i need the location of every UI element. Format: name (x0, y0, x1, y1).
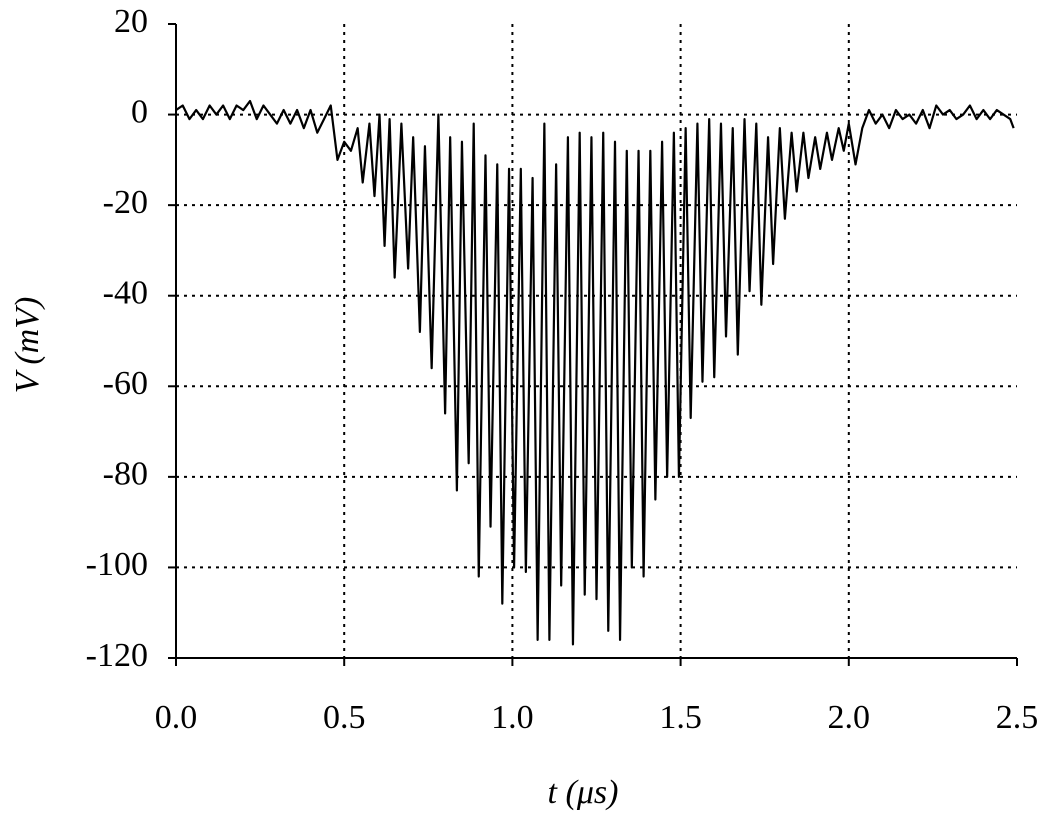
x-tick-label: 0.0 (155, 699, 198, 736)
y-tick-label: -80 (103, 456, 148, 493)
x-tick-label: 1.0 (491, 699, 534, 736)
y-tick-label: -100 (86, 546, 148, 583)
y-tick-label: -20 (103, 184, 148, 221)
x-axis-label: t (μs) (548, 774, 619, 811)
y-tick-label: -40 (103, 275, 148, 312)
signal-line (175, 99, 1015, 646)
y-tick-label: 0 (131, 93, 148, 130)
x-tick-label: 2.0 (828, 699, 871, 736)
y-tick-label: -120 (86, 637, 148, 674)
x-tick-label: 1.5 (659, 699, 702, 736)
y-tick-label: 20 (114, 3, 148, 40)
x-tick-label: 2.5 (996, 699, 1039, 736)
y-tick-label: -60 (103, 365, 148, 402)
x-tick-label: 0.5 (323, 699, 366, 736)
y-axis-label: V (mV) (9, 297, 46, 394)
